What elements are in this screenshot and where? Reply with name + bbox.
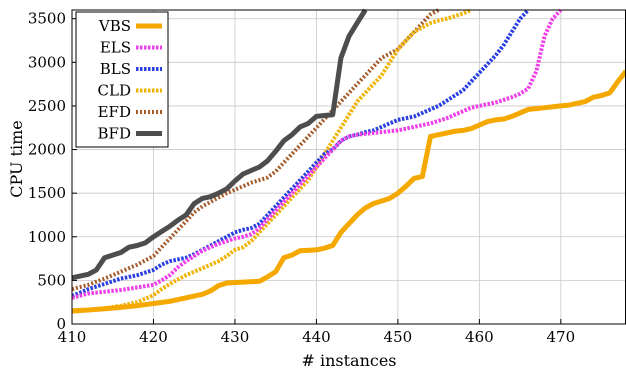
- series-line-vbs: [71, 69, 626, 314]
- y-tick-label: 3000: [28, 53, 66, 71]
- x-tick-label: 420: [139, 328, 168, 346]
- legend: VBS ELS BLS CLD EFD BFD: [75, 11, 169, 148]
- grid: [71, 10, 626, 325]
- series-line-efd: [71, 8, 440, 292]
- y-tick-label: 1500: [28, 184, 66, 202]
- x-tick-label: 430: [221, 328, 250, 346]
- y-tick-label: 0: [56, 315, 66, 333]
- legend-label-efd: EFD: [98, 103, 131, 121]
- legend-label-els: ELS: [100, 39, 131, 57]
- y-tick-label: 3500: [28, 10, 66, 28]
- legend-box: [75, 11, 169, 148]
- series-layer: [71, 8, 626, 314]
- series-line-bfd: [71, 8, 368, 281]
- legend-label-vbs: VBS: [98, 17, 131, 35]
- y-tick-label: 2000: [28, 141, 66, 159]
- series-line-els: [71, 8, 563, 300]
- x-axis-label: # instances: [301, 351, 396, 370]
- legend-label-bls: BLS: [100, 60, 131, 78]
- legend-label-bfd: BFD: [98, 125, 131, 143]
- x-tick-label: 470: [547, 328, 576, 346]
- tick-labels: 410 420 430 440 450 460 470 0 500 1000 1500 2000 250…: [28, 10, 575, 346]
- x-tick-label: 440: [302, 328, 331, 346]
- legend-label-cld: CLD: [98, 82, 131, 100]
- y-tick-label: 2500: [28, 97, 66, 115]
- series-line-bls: [71, 8, 530, 298]
- y-axis-label: CPU time: [7, 120, 26, 197]
- y-tick-label: 500: [37, 271, 66, 289]
- x-tick-label: 410: [58, 328, 87, 346]
- y-tick-label: 1000: [28, 228, 66, 246]
- x-tick-label: 450: [384, 328, 413, 346]
- x-tick-label: 460: [465, 328, 494, 346]
